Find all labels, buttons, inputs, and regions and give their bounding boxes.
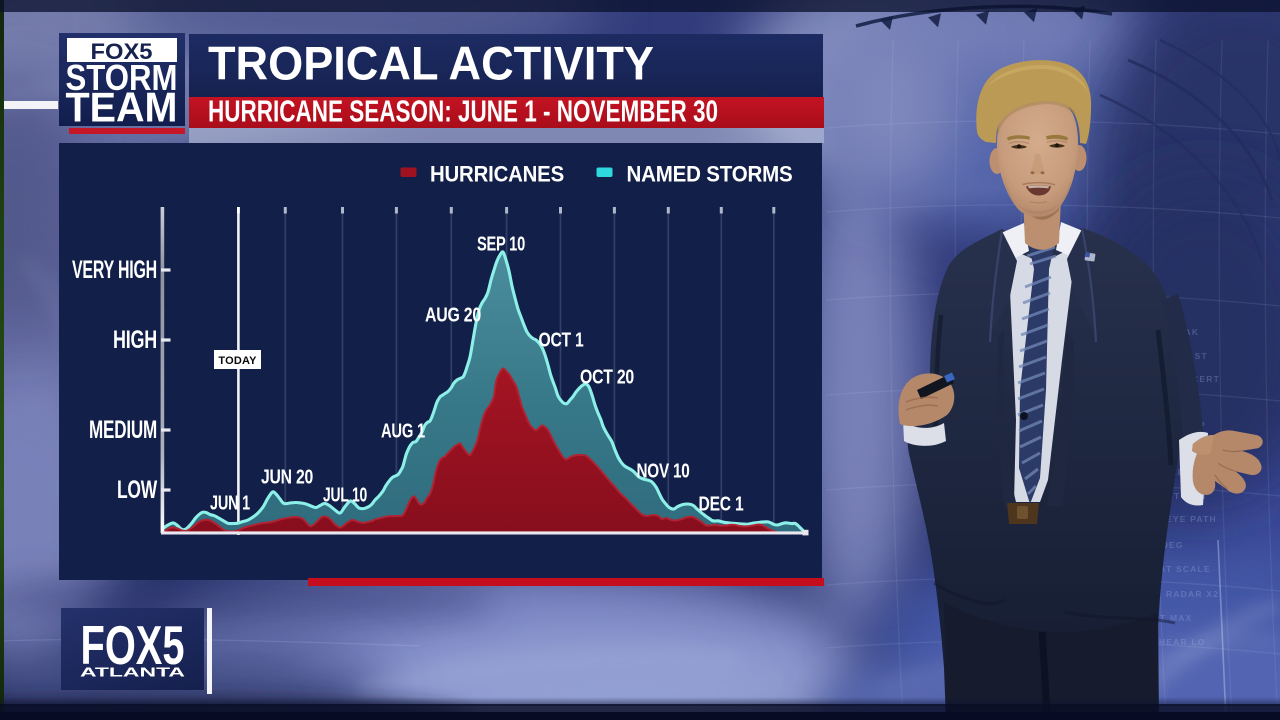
svg-text:VERY HIGH: VERY HIGH: [72, 256, 157, 284]
svg-text:VORT MAX: VORT MAX: [1138, 613, 1192, 623]
svg-text:FOX5: FOX5: [91, 39, 153, 64]
svg-text:STORM: STORM: [66, 57, 178, 98]
svg-text:EYE PATH: EYE PATH: [1166, 514, 1217, 524]
svg-text:JUL 10: JUL 10: [323, 485, 367, 507]
svg-text:SEP 10: SEP 10: [477, 234, 525, 256]
svg-text:FOX5: FOX5: [81, 615, 185, 676]
svg-text:JUN 20: JUN 20: [261, 467, 313, 489]
svg-text:ATLANTA: ATLANTA: [80, 666, 185, 680]
svg-text:OCT 20: OCT 20: [580, 367, 634, 389]
svg-text:HIGH: HIGH: [113, 326, 157, 354]
svg-text:TEAM: TEAM: [66, 84, 178, 131]
svg-text:TODAY: TODAY: [218, 355, 257, 367]
svg-text:TROPICAL ACTIVITY: TROPICAL ACTIVITY: [208, 38, 654, 91]
svg-text:DEC 1: DEC 1: [699, 494, 744, 516]
svg-text:GUST MPH: GUST MPH: [1152, 491, 1206, 501]
svg-text:SHEAR LO: SHEAR LO: [1152, 637, 1206, 647]
svg-text:CAT SCALE: CAT SCALE: [1152, 564, 1211, 574]
svg-text:AUG 1: AUG 1: [381, 421, 425, 443]
svg-text:HURRICANES: HURRICANES: [430, 162, 564, 187]
svg-text:OCT 1: OCT 1: [539, 330, 584, 352]
svg-text:NAMED STORMS: NAMED STORMS: [627, 162, 793, 187]
svg-text:MEDIUM: MEDIUM: [89, 416, 157, 444]
svg-text:HURRICANE SEASON: JUNE 1 - NOV: HURRICANE SEASON: JUNE 1 - NOVEMBER 30: [208, 95, 718, 129]
svg-text:LOW: LOW: [117, 476, 157, 504]
svg-text:NOV 10: NOV 10: [637, 461, 690, 483]
svg-text:JUN 1: JUN 1: [210, 493, 250, 515]
svg-text:AUG 20: AUG 20: [425, 305, 481, 327]
svg-text:RADAR X2: RADAR X2: [1166, 589, 1219, 599]
